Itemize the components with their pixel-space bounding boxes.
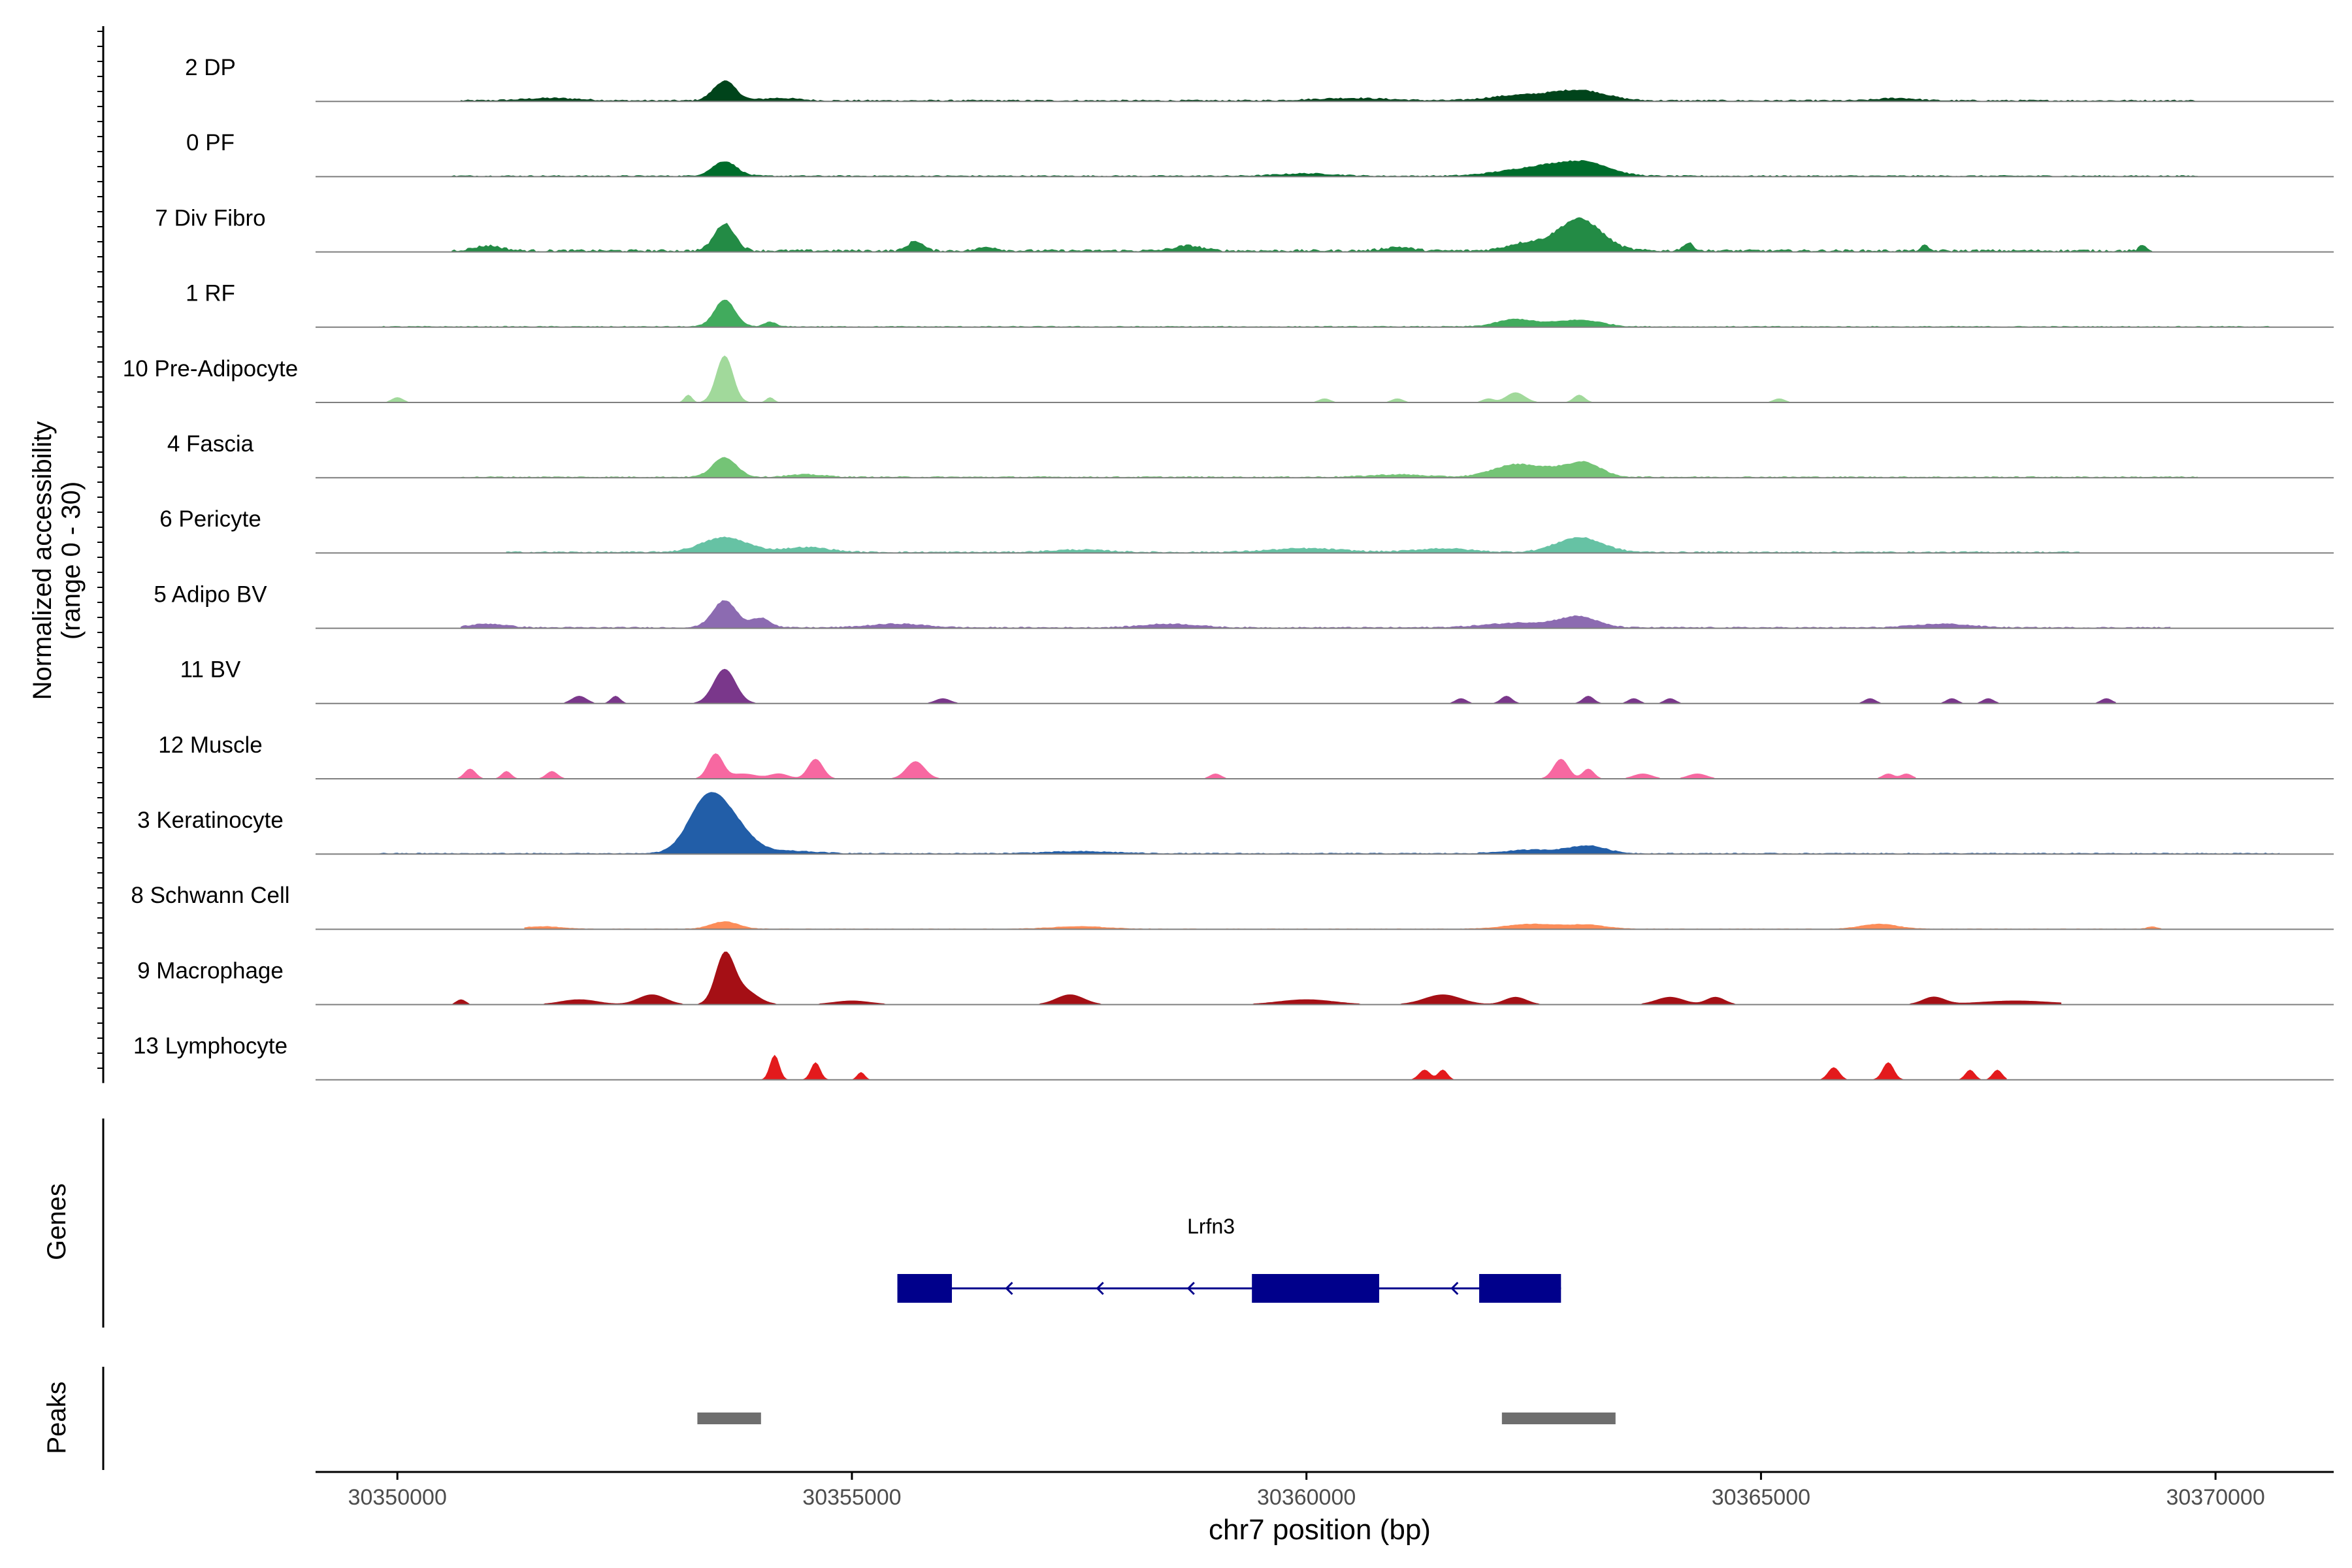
track-label: 4 Fascia — [167, 431, 254, 457]
track-label: 2 DP — [185, 55, 236, 80]
gene-exon — [897, 1274, 953, 1303]
gene-name: Lrfn3 — [1187, 1215, 1235, 1238]
coverage-area — [451, 753, 1916, 779]
genes-panel-label: Genes — [42, 1183, 71, 1260]
strand-arrow — [1005, 1281, 1013, 1296]
track-label: 8 Schwann Cell — [131, 883, 289, 908]
track: 5 Adipo BV — [154, 581, 2334, 629]
coverage-area — [461, 80, 2198, 102]
x-tick-label: 30350000 — [348, 1485, 447, 1510]
gene-exon — [1479, 1274, 1561, 1303]
track-label: 11 BV — [180, 657, 241, 683]
x-axis-label: chr7 position (bp) — [1209, 1514, 1431, 1546]
peaks-panel-label: Peaks — [42, 1381, 71, 1454]
coverage-area — [561, 668, 2116, 704]
coverage-area — [506, 536, 2080, 553]
track: 10 Pre-Adipocyte — [123, 355, 2334, 403]
track: 6 Pericyte — [159, 506, 2334, 554]
track-label: 0 PF — [186, 130, 235, 155]
track-label: 10 Pre-Adipocyte — [123, 356, 298, 382]
track: 2 DP — [185, 55, 2334, 103]
gene-exon — [1252, 1274, 1379, 1303]
peak-region — [1501, 1413, 1616, 1424]
track: 7 Div Fibro — [155, 205, 2334, 253]
peak-region — [697, 1413, 761, 1424]
coverage-area — [451, 951, 2062, 1005]
track-label: 6 Pericyte — [159, 506, 261, 532]
track-label: 12 Muscle — [158, 732, 263, 758]
accessibility-tracks: 2 DP 0 PF 7 Div Fibro 1 RF 10 Pre-Adipocyte 4… — [123, 55, 2334, 1081]
track: 12 Muscle — [158, 732, 2334, 779]
x-tick-label: 30370000 — [2166, 1485, 2264, 1510]
axis-labels: Normalized accessibility (range 0 - 30) … — [28, 421, 1431, 1546]
track: 13 Lymphocyte — [133, 1034, 2334, 1081]
coverage-area — [451, 217, 2153, 253]
peaks-panel — [697, 1413, 1616, 1424]
coverage-area — [379, 355, 1806, 403]
track: 9 Macrophage — [137, 951, 2334, 1005]
track: 4 Fascia — [167, 431, 2334, 479]
track: 8 Schwann Cell — [131, 883, 2334, 930]
track: 3 Keratinocyte — [137, 792, 2334, 855]
x-axis: 30350000 30355000 30360000 30365000 30370000 — [97, 26, 2334, 1510]
coverage-area — [378, 792, 2279, 855]
x-tick-label: 30360000 — [1257, 1485, 1356, 1510]
coverage-area — [461, 457, 2198, 478]
coverage-area — [451, 159, 2198, 177]
track-label: 1 RF — [186, 281, 235, 306]
track: 1 RF — [186, 281, 2334, 328]
track-label: 3 Keratinocyte — [137, 808, 284, 833]
track: 0 PF — [186, 130, 2334, 178]
y-axis-label: Normalized accessibility — [28, 421, 57, 700]
coverage-area — [378, 299, 2271, 328]
track: 11 BV — [180, 657, 2334, 704]
track-label: 7 Div Fibro — [155, 205, 265, 231]
coverage-area — [760, 1054, 2007, 1081]
track-label: 9 Macrophage — [137, 958, 284, 983]
x-tick-label: 30365000 — [1712, 1485, 1810, 1510]
strand-arrow — [1186, 1281, 1195, 1296]
track-label: 5 Adipo BV — [154, 581, 267, 607]
gene-panel: Lrfn3 — [897, 1215, 1561, 1303]
strand-arrow — [1450, 1281, 1459, 1296]
x-tick-label: 30355000 — [802, 1485, 901, 1510]
track-label: 13 Lymphocyte — [133, 1034, 287, 1059]
y-axis-label-range: (range 0 - 30) — [57, 482, 86, 640]
coverage-area — [524, 921, 2162, 930]
coverage-area — [461, 600, 2170, 629]
strand-arrow — [1096, 1281, 1104, 1296]
